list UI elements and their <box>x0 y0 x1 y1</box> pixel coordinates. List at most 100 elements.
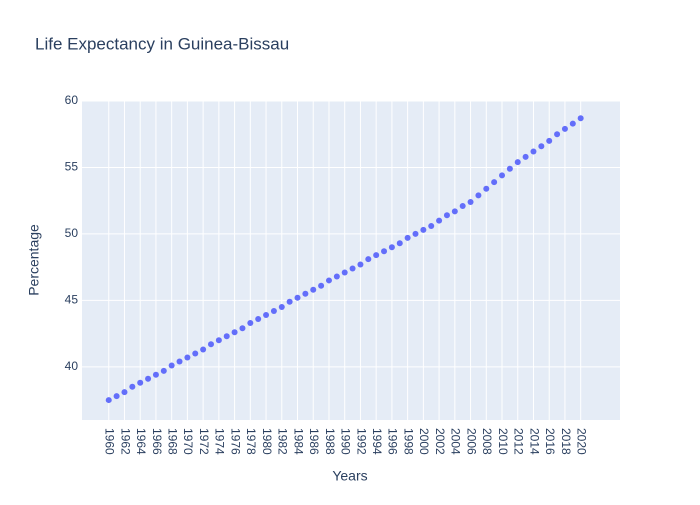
point <box>483 185 490 192</box>
point <box>349 265 356 272</box>
x-tick-label: 2002 <box>433 428 447 455</box>
point <box>491 179 498 186</box>
point <box>318 282 325 289</box>
x-tick-label: 2008 <box>480 428 494 455</box>
x-tick-label: 1962 <box>118 428 132 455</box>
point <box>129 383 136 390</box>
point <box>105 397 112 404</box>
point <box>294 294 301 301</box>
point <box>263 311 270 318</box>
point <box>200 346 207 353</box>
point <box>388 244 395 251</box>
x-tick-label: 2000 <box>417 428 431 455</box>
point <box>538 143 545 150</box>
x-tick-label: 1988 <box>323 428 337 455</box>
point <box>255 315 262 322</box>
point <box>184 354 191 361</box>
x-tick-label: 2010 <box>496 428 510 455</box>
point <box>412 230 419 237</box>
x-tick-label: 1990 <box>339 428 353 455</box>
x-tick-label: 1974 <box>213 428 227 455</box>
point <box>247 319 254 326</box>
point <box>530 148 537 155</box>
x-tick-label: 1986 <box>307 428 321 455</box>
point <box>357 261 364 268</box>
point <box>239 325 246 332</box>
x-tick-label: 1998 <box>401 428 415 455</box>
point <box>436 217 443 224</box>
chart-title: Life Expectancy in Guinea-Bissau <box>35 34 289 53</box>
x-tick-label: 2014 <box>527 428 541 455</box>
x-tick-label: 1978 <box>244 428 258 455</box>
point <box>137 379 144 386</box>
x-tick-label: 1980 <box>260 428 274 455</box>
x-tick-label: 2004 <box>449 428 463 455</box>
point <box>231 329 238 336</box>
x-tick-label: 2006 <box>464 428 478 455</box>
point <box>577 115 584 122</box>
point <box>443 212 450 219</box>
y-tick-label: 60 <box>65 93 79 107</box>
y-tick-label: 50 <box>65 226 79 240</box>
y-tick-label: 40 <box>65 359 79 373</box>
point <box>223 333 230 340</box>
point <box>420 226 427 233</box>
x-tick-label: 1966 <box>150 428 164 455</box>
point <box>381 248 388 255</box>
point <box>278 304 285 311</box>
x-tick-label: 1960 <box>103 428 117 455</box>
point <box>459 203 466 210</box>
point <box>365 256 372 263</box>
x-tick-label: 1994 <box>370 428 384 455</box>
point <box>451 208 458 215</box>
x-tick-label: 1972 <box>197 428 211 455</box>
point <box>192 350 199 357</box>
point <box>121 389 128 396</box>
y-tick-label: 45 <box>65 293 79 307</box>
x-tick-label: 2020 <box>575 428 589 455</box>
x-tick-label: 1970 <box>181 428 195 455</box>
x-tick-label: 1982 <box>276 428 290 455</box>
x-axis-label: Years <box>332 468 367 484</box>
x-tick-label: 2012 <box>512 428 526 455</box>
point <box>215 337 222 344</box>
point <box>546 137 553 144</box>
point <box>499 172 506 179</box>
point <box>270 308 277 315</box>
point <box>310 286 317 293</box>
point <box>514 159 521 166</box>
point <box>286 298 293 305</box>
point <box>302 290 309 297</box>
point <box>569 120 576 127</box>
point <box>207 341 214 348</box>
x-tick-label: 1968 <box>165 428 179 455</box>
x-tick-label: 1976 <box>228 428 242 455</box>
point <box>113 393 120 400</box>
point <box>561 125 568 132</box>
point <box>333 273 340 280</box>
y-tick-label: 55 <box>65 160 79 174</box>
point <box>467 199 474 206</box>
point <box>152 371 159 378</box>
x-tick-label: 1964 <box>134 428 148 455</box>
point <box>404 234 411 241</box>
point <box>373 252 380 259</box>
point <box>341 269 348 276</box>
x-tick-label: 1984 <box>291 428 305 455</box>
y-axis-label: Percentage <box>26 224 42 296</box>
point <box>168 362 175 369</box>
x-tick-label: 1996 <box>386 428 400 455</box>
point <box>176 358 183 365</box>
x-tick-label: 1992 <box>354 428 368 455</box>
point <box>145 375 152 382</box>
point <box>554 131 561 138</box>
point <box>522 153 529 160</box>
point <box>475 192 482 199</box>
point <box>506 165 513 172</box>
point <box>396 240 403 247</box>
x-tick-label: 2016 <box>543 428 557 455</box>
point <box>160 367 167 374</box>
point <box>428 222 435 229</box>
x-tick-label: 2018 <box>559 428 573 455</box>
